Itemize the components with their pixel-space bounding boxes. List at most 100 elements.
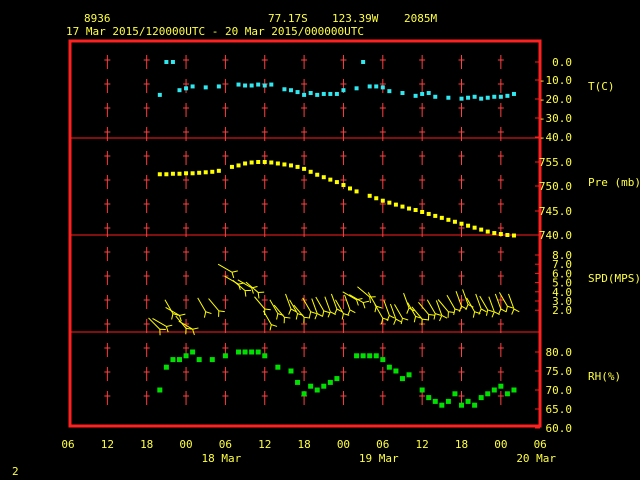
data-point xyxy=(249,83,254,88)
wind-barb-head xyxy=(327,311,331,318)
data-point xyxy=(380,357,386,363)
data-point xyxy=(419,387,425,393)
wind-barb-head xyxy=(458,306,462,312)
data-point xyxy=(373,353,379,359)
wind-barb-head xyxy=(433,313,436,320)
wind-barb-head xyxy=(400,318,403,325)
wind-barb-head xyxy=(389,314,395,319)
wind-barb-head xyxy=(264,308,271,311)
data-point xyxy=(374,196,379,201)
data-point xyxy=(380,85,385,90)
x-tick-label: 00 xyxy=(179,438,192,451)
data-point xyxy=(229,164,234,169)
wind-barb-head xyxy=(362,302,366,309)
wind-barb-head xyxy=(441,314,448,319)
data-point xyxy=(465,398,471,404)
wind-barb-head xyxy=(295,313,299,320)
data-point xyxy=(433,94,438,99)
data-point xyxy=(328,91,333,96)
data-point xyxy=(302,92,307,97)
wind-barb-head xyxy=(171,313,174,320)
data-point xyxy=(341,183,346,188)
page-number: 2 xyxy=(12,465,19,478)
x-tick-label: 00 xyxy=(494,438,507,451)
data-point xyxy=(367,193,372,198)
wind-barb xyxy=(462,289,469,305)
data-point xyxy=(190,349,196,355)
wind-barb xyxy=(330,293,338,310)
wind-barb-head xyxy=(308,311,312,318)
data-point xyxy=(432,398,438,404)
x-tick-label: 18 xyxy=(455,438,468,451)
data-point xyxy=(315,172,320,177)
data-point xyxy=(459,221,464,226)
data-point xyxy=(170,171,175,176)
data-point xyxy=(301,391,307,397)
wind-barb-head xyxy=(288,308,292,315)
plot-frame xyxy=(68,39,542,428)
x-date-label: 19 Mar xyxy=(359,452,399,465)
wind-barb-head xyxy=(491,311,495,318)
wind-barb xyxy=(232,279,246,291)
longitude: 123.39W xyxy=(332,12,379,25)
data-point xyxy=(360,353,366,359)
data-point xyxy=(295,90,300,95)
wind-barb-head xyxy=(480,308,487,313)
data-point xyxy=(367,84,372,89)
wind-barb xyxy=(152,318,167,327)
wind-barb-head xyxy=(205,311,212,315)
station-id: 8936 xyxy=(84,12,111,25)
wind-barb xyxy=(289,299,298,314)
wind-barb xyxy=(342,291,357,301)
wind-barb-head xyxy=(304,316,311,319)
data-point xyxy=(327,379,333,385)
data-point xyxy=(295,379,301,385)
data-point xyxy=(255,349,261,355)
data-point xyxy=(308,383,314,389)
wind-barb xyxy=(245,281,259,293)
y-tick-label: 7.0 xyxy=(552,258,572,271)
wind-barb-head xyxy=(369,296,371,304)
wind-barb xyxy=(324,296,331,312)
wind-barb xyxy=(315,296,325,312)
data-point xyxy=(511,387,517,393)
y-tick-label: 65.0 xyxy=(546,403,573,416)
y-tick-label: 5.0 xyxy=(552,277,572,290)
data-point xyxy=(157,387,163,393)
data-point xyxy=(275,161,280,166)
wind-barb-head xyxy=(192,327,199,330)
data-point xyxy=(426,211,431,216)
data-point xyxy=(163,364,169,370)
data-point xyxy=(262,83,267,88)
data-point xyxy=(426,395,432,401)
wind-barb xyxy=(335,299,344,314)
wind-barb xyxy=(446,294,456,310)
wind-barb-head xyxy=(349,309,356,314)
wind-barb-head xyxy=(478,308,482,315)
data-point xyxy=(256,160,261,164)
wind-barb-head xyxy=(513,308,520,313)
data-point xyxy=(492,231,497,236)
data-point xyxy=(190,84,195,89)
wind-barb xyxy=(349,294,364,303)
data-point xyxy=(439,215,444,220)
data-point xyxy=(209,357,215,363)
wind-barb-head xyxy=(498,308,502,315)
wind-barb-head xyxy=(192,329,195,336)
latitude: 77.17S xyxy=(268,12,308,25)
data-point xyxy=(222,353,228,359)
wind-barb xyxy=(344,294,351,311)
y-tick-label: 745.0 xyxy=(539,205,572,218)
data-point xyxy=(236,163,241,168)
plot-area: 0.0 -10.0 -20.0 -30.0 -40.0 T(C) 755.0 750.0 745… xyxy=(61,39,640,465)
data-point xyxy=(472,402,478,408)
y-tick-label: 750.0 xyxy=(539,180,572,193)
data-point xyxy=(511,233,516,238)
wind-barb-head xyxy=(341,313,344,320)
data-point xyxy=(433,213,438,218)
data-point xyxy=(203,85,208,90)
data-point xyxy=(380,198,385,203)
wind-barb xyxy=(437,299,449,313)
wind-barb xyxy=(254,296,266,310)
data-point xyxy=(282,87,287,92)
